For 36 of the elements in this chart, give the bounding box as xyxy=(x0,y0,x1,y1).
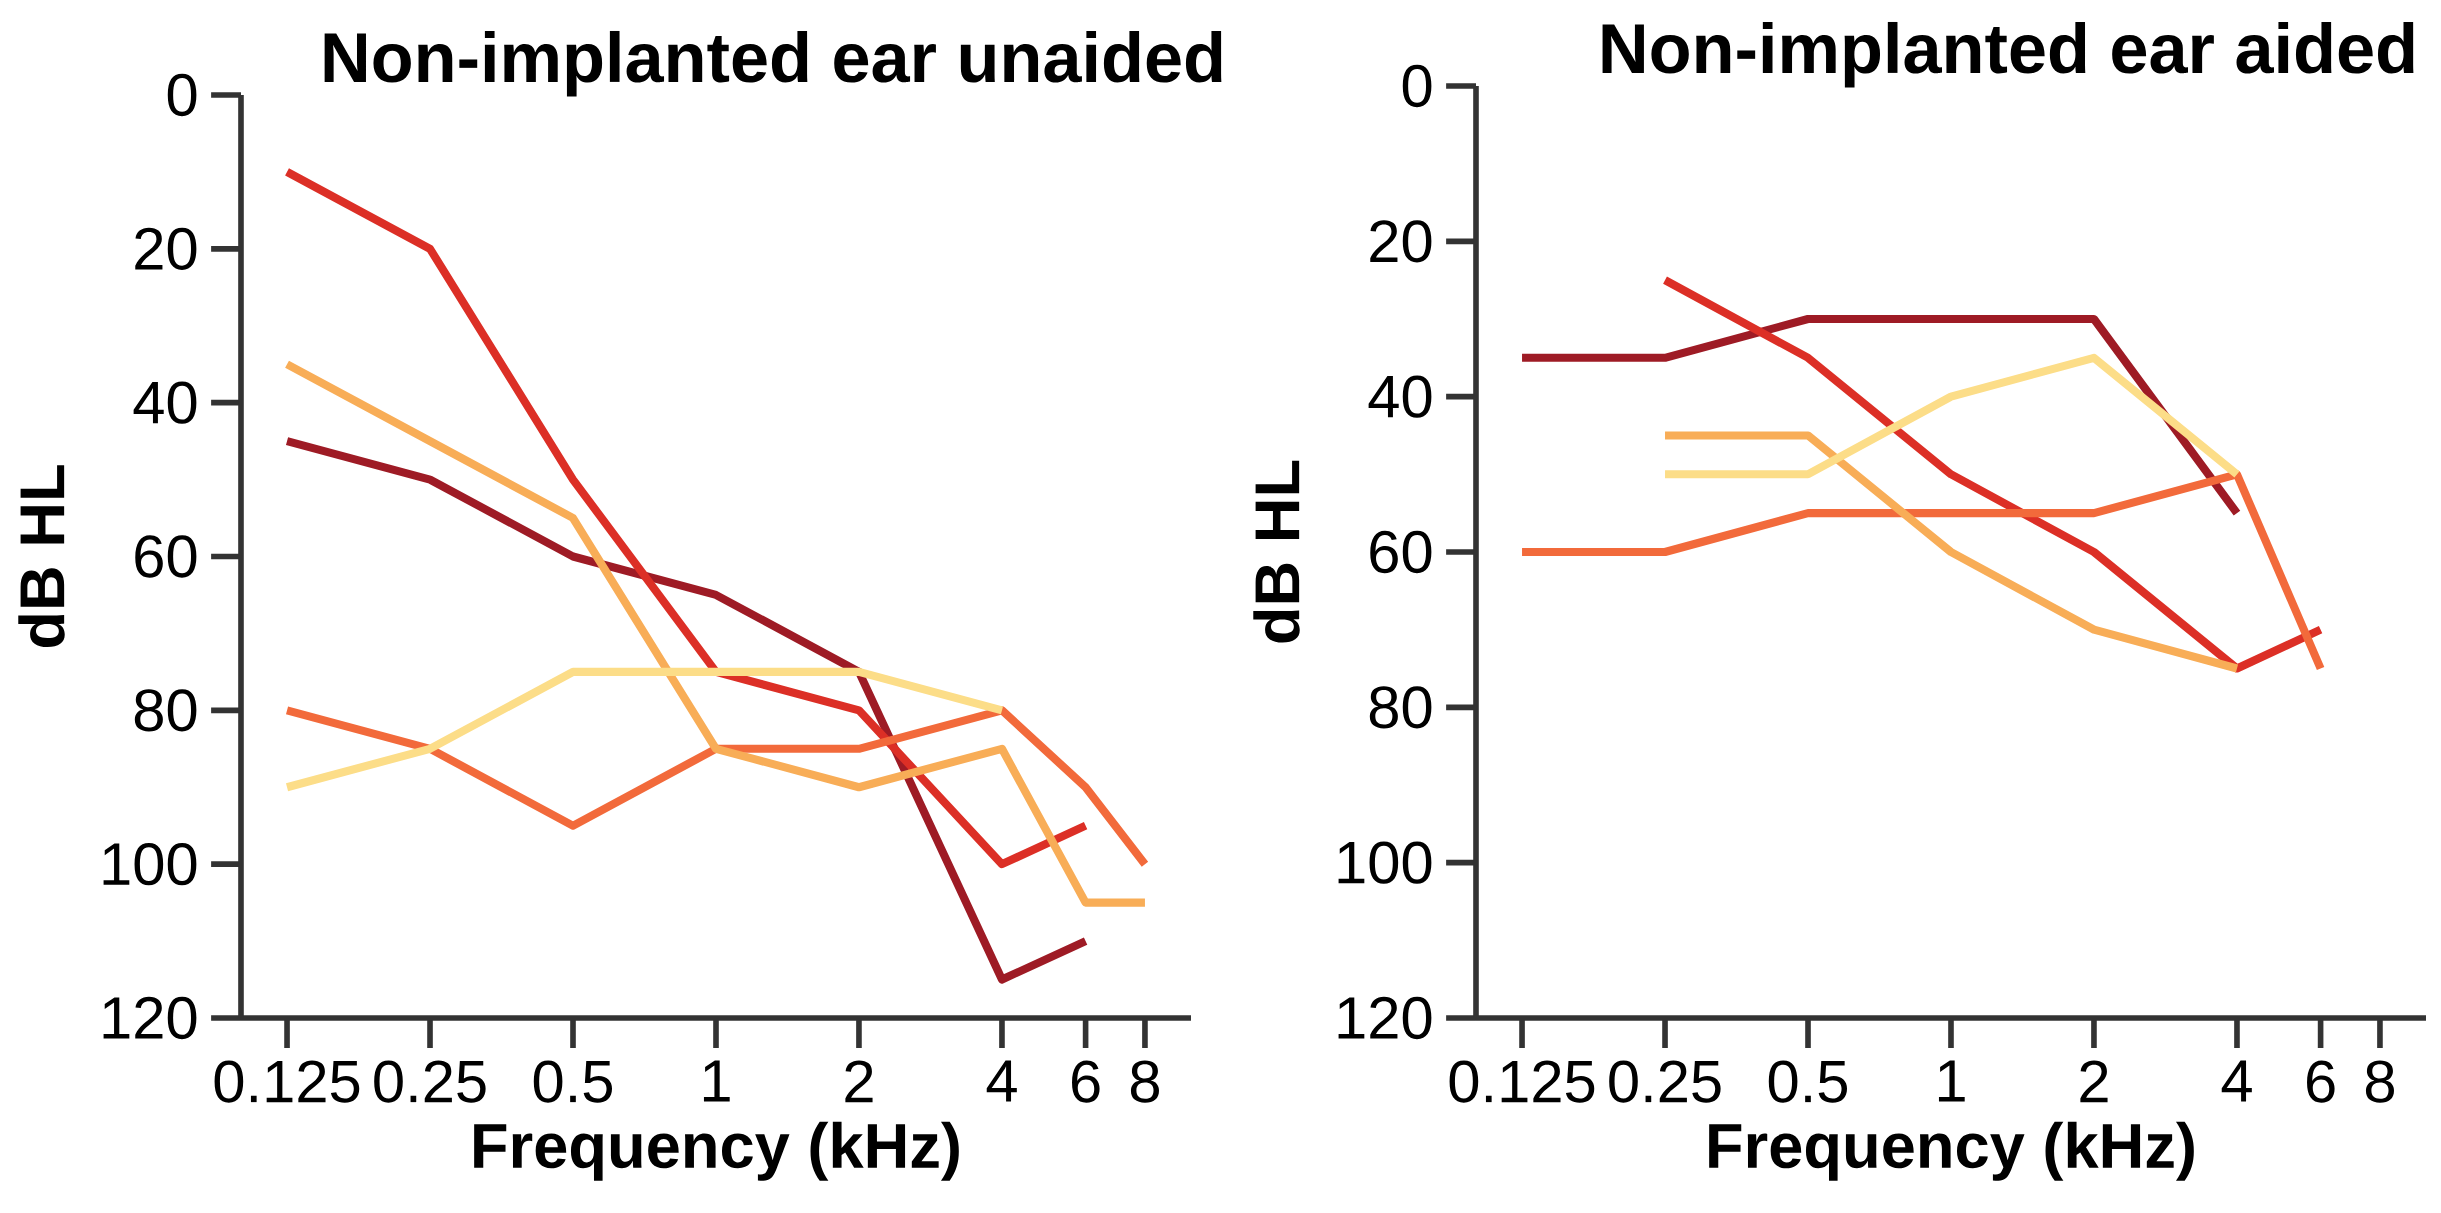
x-axis-title: Frequency (kHz) xyxy=(1709,1121,2194,1181)
y-tick-label: 20 xyxy=(1370,220,1432,263)
x-tick-label: 2 xyxy=(845,1060,873,1103)
chart-title: Non-implanted ear aided xyxy=(1602,21,2414,88)
y-tick-label: 0 xyxy=(167,73,197,117)
x-axis-title: Frequency (kHz) xyxy=(474,1121,959,1181)
x-tick-label: 0.5 xyxy=(533,1060,612,1103)
y-axis-title: dB HL xyxy=(18,465,65,648)
y-tick-label: 20 xyxy=(135,227,197,270)
x-tick-label: 4 xyxy=(2221,1060,2252,1102)
y-tick-label: 120 xyxy=(1338,996,1432,1040)
y-tick-label: 40 xyxy=(133,381,197,424)
y-tick-label: 80 xyxy=(134,689,197,732)
y-tick-label: 60 xyxy=(1370,530,1432,574)
y-axis-title: dB HL xyxy=(1253,460,1300,643)
y-tick-label: 100 xyxy=(103,843,197,886)
x-tick-label: 0.25 xyxy=(1609,1060,1721,1103)
x-tick-label: 0.125 xyxy=(1449,1060,1595,1103)
y-tick-label: 0 xyxy=(1402,64,1432,108)
x-tick-label: 6 xyxy=(1072,1060,1100,1103)
x-tick-label: 0.125 xyxy=(214,1060,360,1103)
x-tick-label: 6 xyxy=(2307,1060,2335,1103)
y-tick-label: 80 xyxy=(1369,686,1432,729)
y-tick-label: 100 xyxy=(1338,841,1432,884)
x-tick-label: 2 xyxy=(2080,1060,2108,1103)
x-tick-label: 0.5 xyxy=(1768,1060,1848,1103)
y-tick-label: 40 xyxy=(1368,375,1432,418)
y-tick-label: 120 xyxy=(103,996,197,1040)
x-tick-label: 1 xyxy=(703,1060,730,1102)
x-tick-label: 8 xyxy=(1130,1060,1159,1103)
y-tick-label: 60 xyxy=(135,535,197,578)
x-tick-label: 1 xyxy=(1938,1060,1965,1102)
x-tick-label: 8 xyxy=(2365,1060,2394,1103)
x-tick-label: 0.25 xyxy=(374,1060,486,1103)
chart-title: Non-implanted ear unaided xyxy=(324,30,1222,97)
x-tick-label: 4 xyxy=(986,1060,1017,1102)
